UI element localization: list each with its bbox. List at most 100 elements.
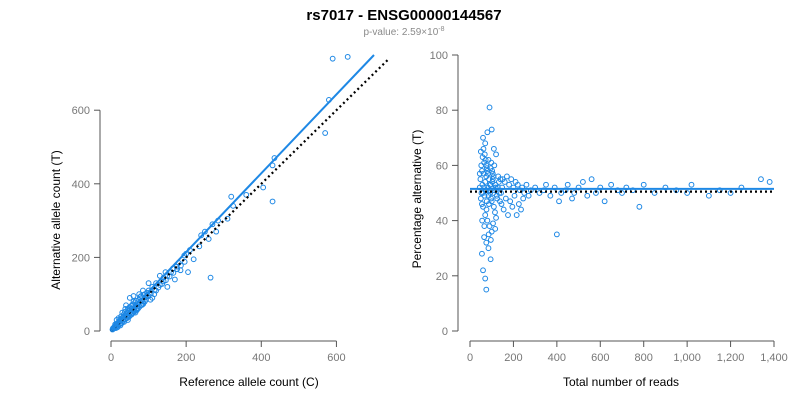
left-data-point (130, 293, 137, 299)
allele-count-scatter-plot: 0 200 400 600 0 200 400 600 Reference allele cou… (49, 53, 390, 389)
left-x-axis-label: Reference allele count (C) (179, 375, 318, 389)
right-data-point (483, 206, 490, 213)
right-data-point (688, 181, 695, 188)
right-data-point (543, 181, 549, 188)
right-data-point (492, 209, 498, 216)
right-data-point (489, 176, 496, 183)
right-data-point (490, 220, 496, 227)
right-data-point (500, 206, 507, 213)
right-data-point (509, 203, 516, 210)
right-data-point (479, 217, 486, 224)
right-data-point (513, 212, 520, 218)
right-data-point (483, 286, 490, 293)
right-data-point (491, 162, 498, 169)
right-data-point (588, 176, 595, 183)
figure-title: rs7017 - ENSG00000144567 (306, 7, 501, 24)
right-data-point (506, 181, 512, 188)
right-data-point (547, 192, 554, 199)
right-data-point (480, 170, 487, 177)
right-data-point (766, 179, 773, 185)
left-data-point (260, 184, 267, 191)
subtitle-base: p-value: 2.59×10 (363, 27, 438, 38)
subtitle-exponent: -8 (438, 26, 444, 33)
right-data-point (662, 184, 669, 191)
left-y-tick-label: 400 (72, 179, 90, 191)
right-data-point (705, 192, 712, 199)
right-data-point (486, 104, 493, 111)
right-data-point (505, 212, 511, 218)
left-y-tick-label: 200 (72, 252, 90, 264)
right-data-point (480, 267, 486, 274)
right-data-point (608, 181, 615, 188)
right-x-tick-label: 400 (548, 352, 566, 364)
right-data-point (485, 231, 492, 238)
right-data-point (490, 173, 497, 180)
right-data-point (519, 184, 526, 191)
right-data-point (553, 231, 560, 238)
right-data-point (716, 187, 723, 194)
right-x-tick-label: 0 (467, 352, 473, 364)
left-data-point (181, 258, 188, 265)
right-data-point (489, 168, 496, 174)
left-data-point (124, 306, 131, 313)
right-x-tick-label: 1,400 (760, 352, 788, 364)
right-y-tick-label: 60 (436, 160, 448, 172)
right-data-point (485, 245, 492, 252)
right-x-tick-label: 600 (591, 352, 609, 364)
right-data-point (481, 151, 488, 158)
right-data-point (488, 159, 495, 166)
right-data-point (493, 192, 500, 199)
right-data-point (520, 195, 527, 202)
right-data-point (614, 187, 621, 194)
right-data-point (571, 190, 578, 196)
left-data-point (171, 276, 178, 283)
right-y-tick-label: 100 (430, 50, 448, 62)
right-data-point (556, 198, 562, 205)
right-data-point (493, 151, 499, 158)
right-data-point (479, 181, 486, 188)
right-data-point (481, 192, 488, 199)
right-data-point (490, 145, 497, 152)
left-x-tick-label: 600 (327, 352, 345, 364)
left-data-point (228, 193, 235, 200)
right-data-point (499, 184, 506, 191)
right-data-point (484, 170, 491, 177)
left-data-point (205, 236, 212, 242)
right-data-point (478, 162, 485, 169)
right-data-point (597, 184, 604, 191)
right-data-point (482, 156, 489, 163)
right-x-tick-label: 1,200 (717, 352, 745, 364)
right-data-point (477, 195, 484, 202)
right-data-point (490, 203, 497, 210)
right-data-point (479, 250, 485, 257)
left-data-point (322, 130, 329, 136)
right-data-point (684, 190, 691, 196)
right-data-point (511, 192, 518, 199)
right-data-point (480, 134, 486, 141)
left-data-point (140, 300, 147, 307)
right-data-point (485, 201, 492, 207)
left-data-point (139, 301, 146, 308)
right-data-point (508, 176, 515, 183)
right-data-point (523, 181, 530, 188)
left-x-tick-label: 0 (108, 352, 114, 364)
left-data-point (329, 55, 336, 62)
left-data-point (190, 256, 197, 263)
right-data-point (515, 201, 522, 207)
left-data-point (134, 307, 140, 313)
left-data-point (202, 228, 208, 235)
right-data-point (481, 223, 488, 230)
right-data-point (575, 184, 582, 191)
right-data-point (480, 203, 486, 210)
right-data-point (510, 184, 517, 191)
left-y-tick-label: 0 (84, 326, 90, 338)
right-y-tick-label: 40 (436, 216, 448, 228)
right-data-point (488, 195, 494, 202)
left-y-tick-label: 600 (72, 105, 90, 117)
right-data-point (502, 195, 509, 202)
right-data-point (540, 187, 547, 194)
right-data-point (580, 179, 586, 185)
left-data-point (145, 280, 152, 287)
right-data-point (636, 203, 643, 210)
right-data-point (564, 181, 571, 188)
